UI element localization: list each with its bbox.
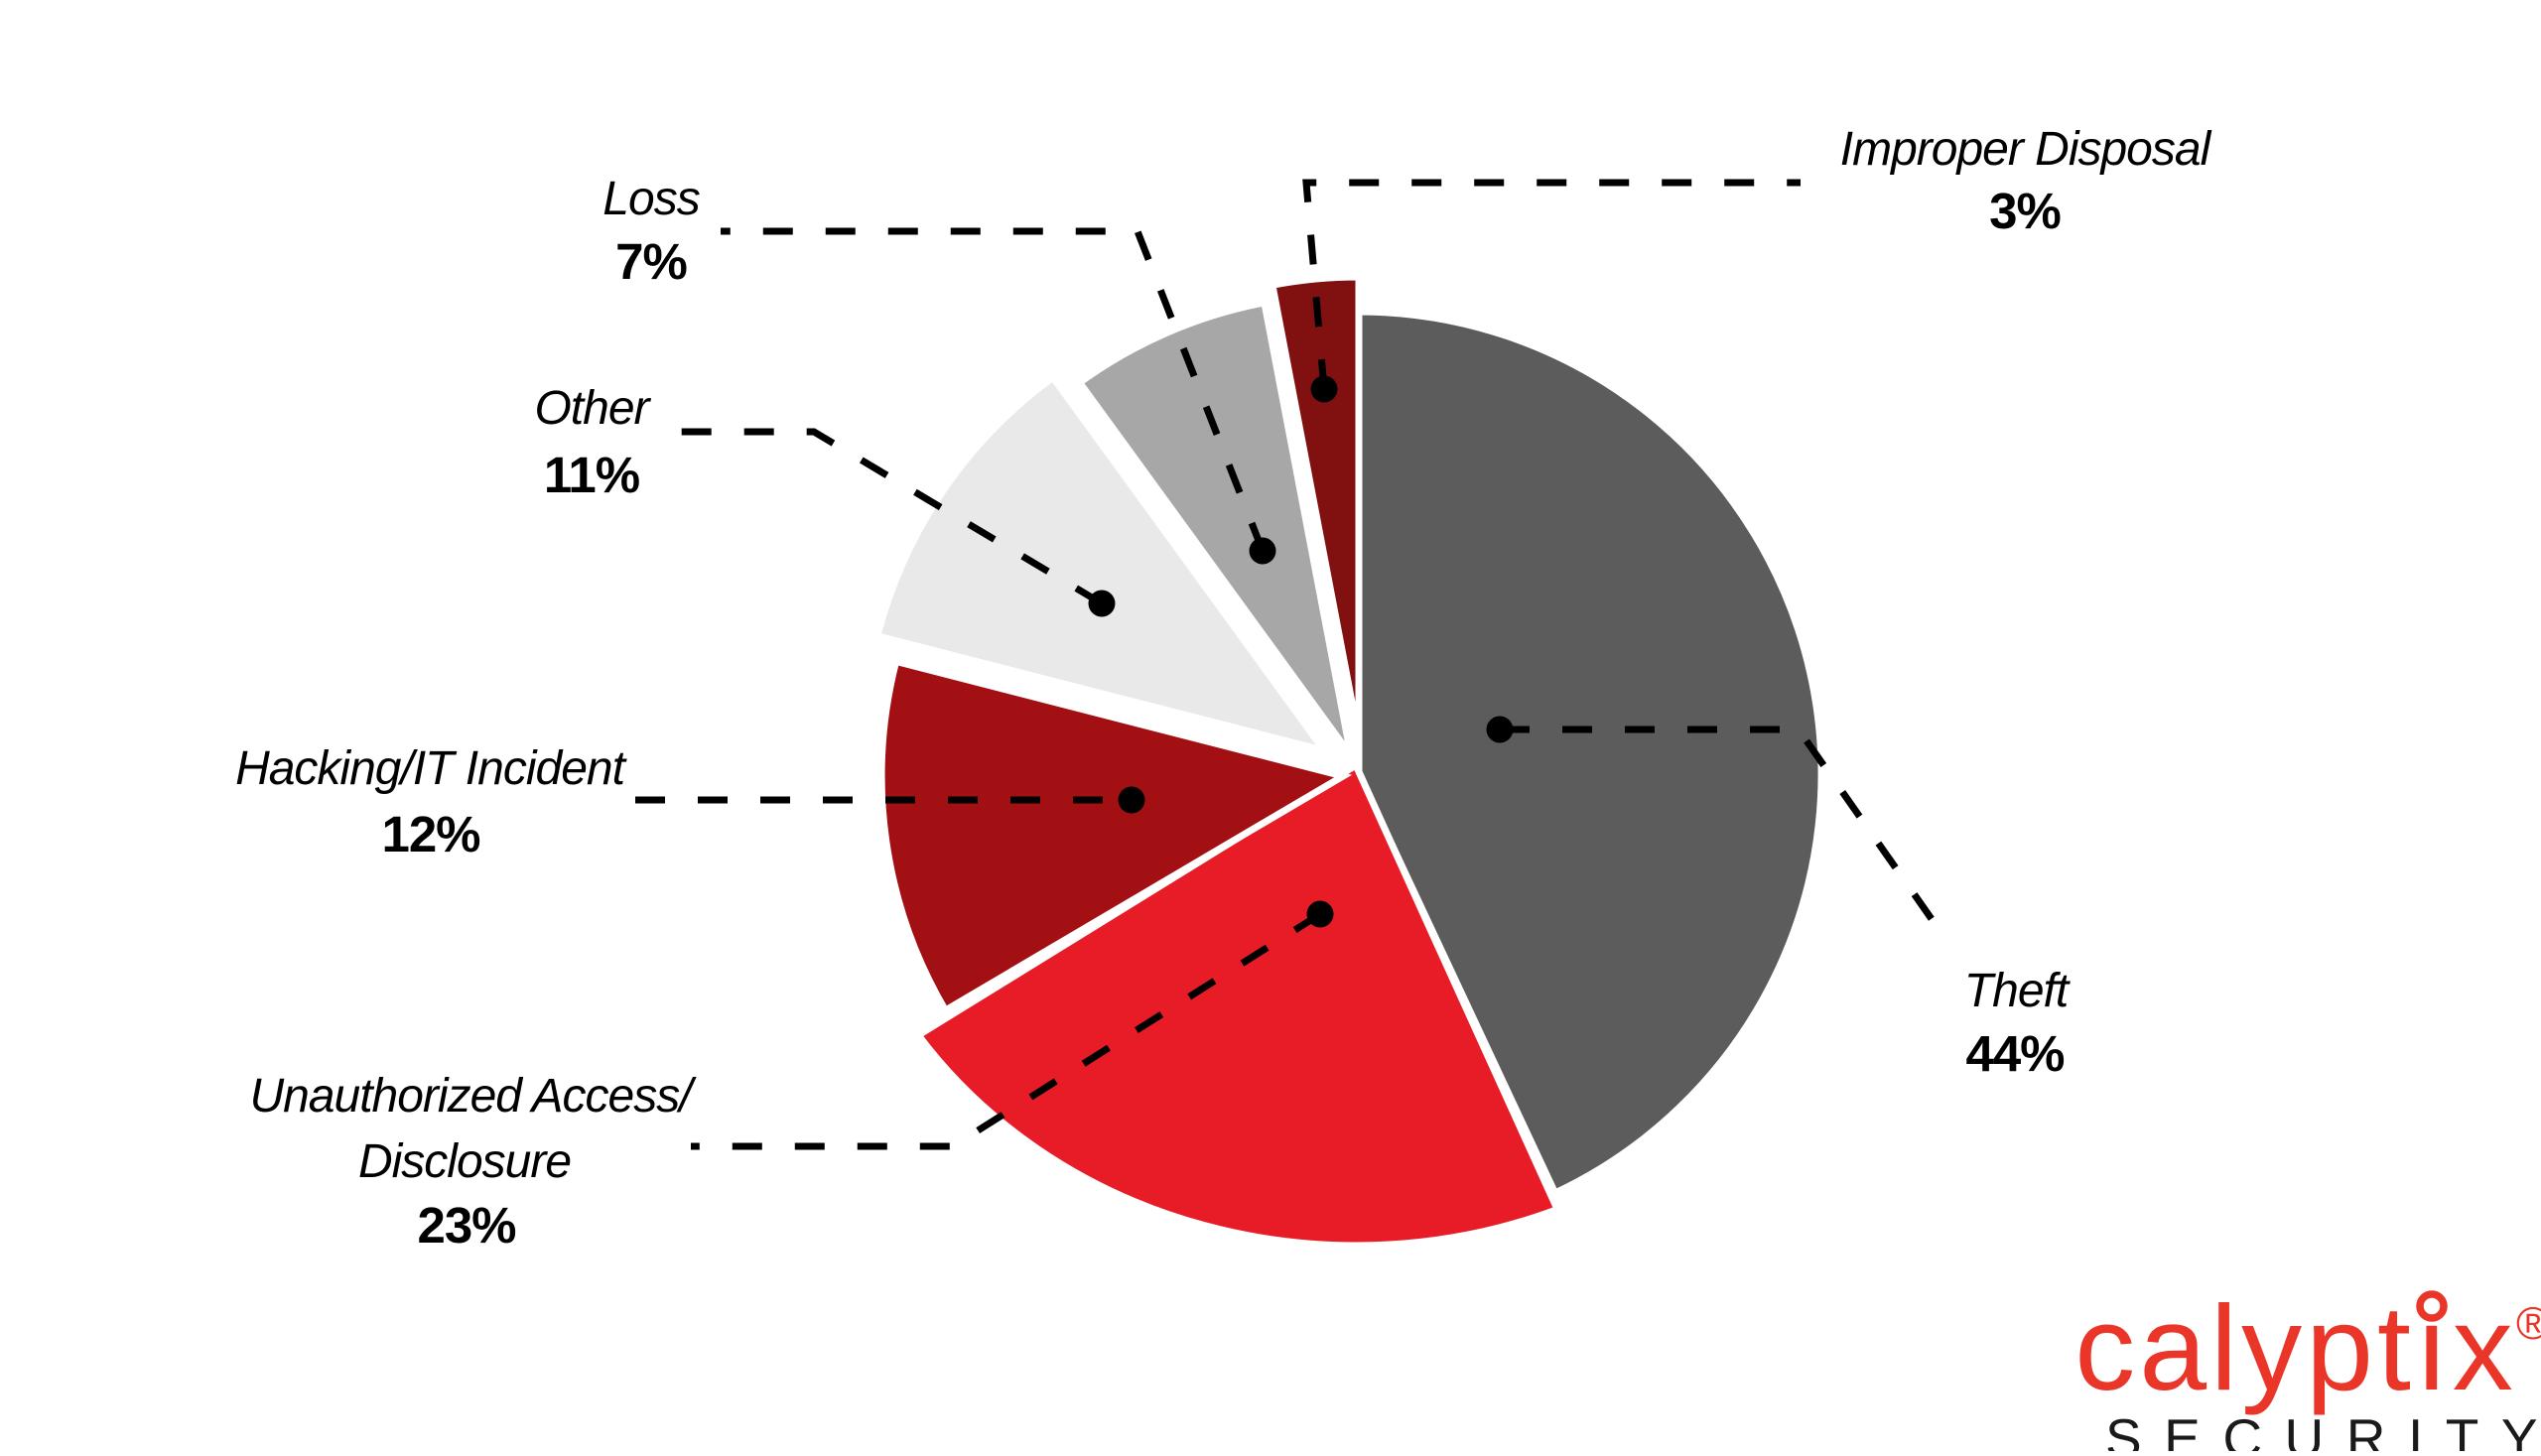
svg-text:®: ® — [2516, 1297, 2541, 1349]
svg-text:44%: 44% — [1965, 1025, 2064, 1082]
svg-text:23%: 23% — [417, 1197, 515, 1254]
svg-text:12%: 12% — [381, 806, 479, 862]
svg-text:SECURITY: SECURITY — [2105, 1407, 2541, 1451]
svg-text:Hacking/IT Incident: Hacking/IT Incident — [235, 742, 627, 795]
svg-text:Loss: Loss — [602, 173, 700, 225]
svg-text:Other: Other — [534, 382, 651, 435]
svg-text:Theft: Theft — [1964, 965, 2071, 1017]
svg-text:calyptıx: calyptıx — [2074, 1280, 2517, 1415]
svg-text:7%: 7% — [615, 233, 687, 290]
svg-text:Unauthorized Access/: Unauthorized Access/ — [249, 1070, 697, 1123]
svg-text:Disclosure: Disclosure — [358, 1135, 571, 1188]
svg-text:Improper Disposal: Improper Disposal — [1840, 123, 2212, 176]
svg-text:11%: 11% — [544, 447, 639, 503]
svg-text:3%: 3% — [1989, 183, 2061, 239]
